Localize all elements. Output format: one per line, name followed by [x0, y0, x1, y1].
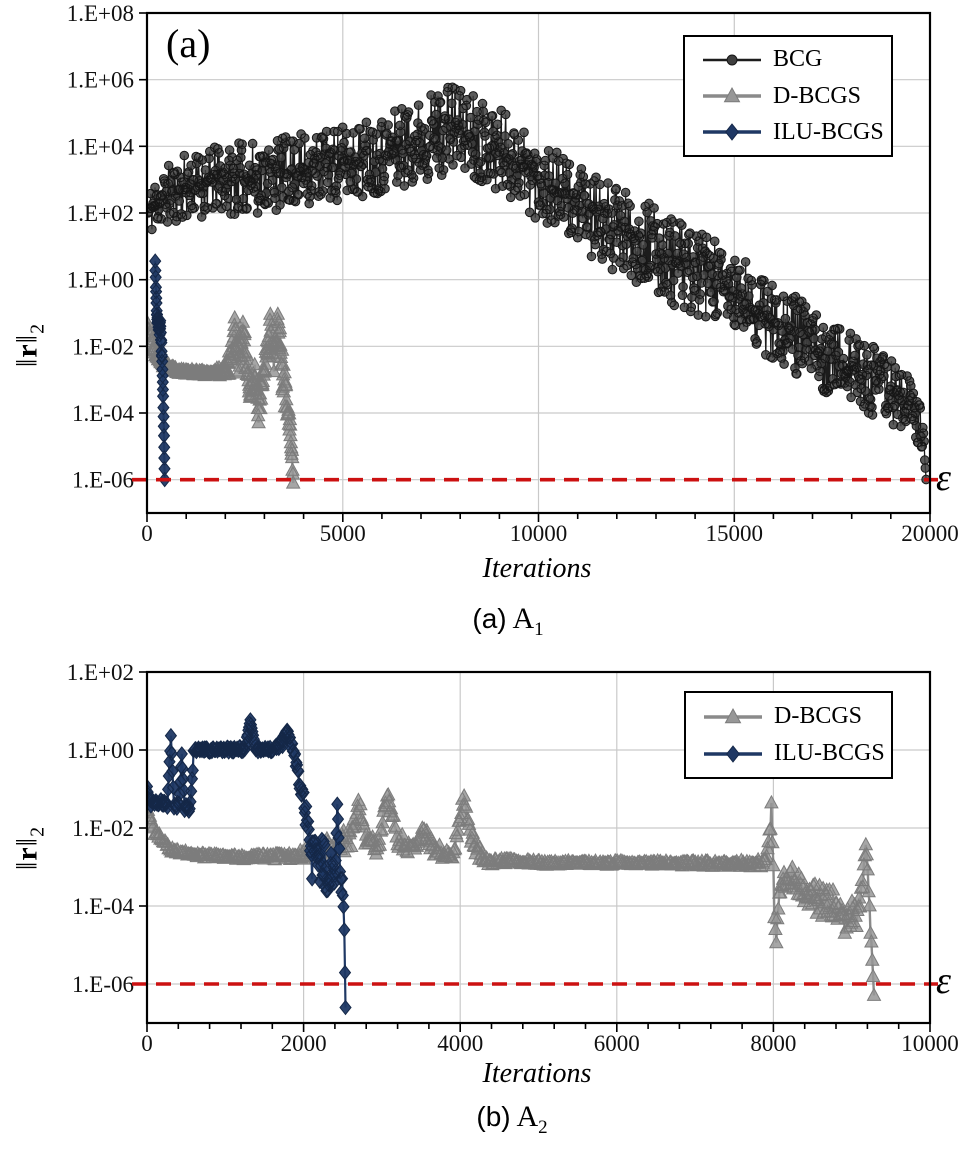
triangle-marker-swatch-icon [703, 86, 761, 103]
caption-b-tag: (b) [476, 1101, 511, 1132]
y-axis-label-b-r: r [10, 846, 44, 861]
series-bcg-markers [147, 82, 930, 485]
x-tick-label: 2000 [281, 1031, 327, 1056]
y-tick-label: 1.E+02 [67, 201, 134, 226]
x-tick-label: 8000 [750, 1031, 796, 1056]
y-axis-label-a-r: r [10, 343, 44, 358]
caption-b: (b) A2 [476, 1100, 547, 1139]
y-tick-label: 1.E+04 [67, 134, 135, 159]
legend-entry-d-bcgs: D-BCGS [703, 83, 891, 110]
y-axis-label-a: ‖r‖2 [11, 323, 50, 367]
plot-border [145, 11, 932, 515]
series-d-bcgs-line [147, 792, 876, 996]
y-tick-label: 1.E+06 [67, 68, 134, 93]
diamond-marker-swatch-icon [704, 744, 762, 763]
circle-marker-swatch-icon [703, 54, 761, 66]
caption-b-matrix: A [516, 1100, 539, 1133]
y-tick-label: 1.E-02 [72, 816, 134, 841]
y-axis-label-b: ‖r‖2 [11, 826, 50, 870]
x-tick-label: 15000 [706, 521, 764, 546]
caption-b-sub: 2 [538, 1117, 548, 1138]
x-tick-label: 0 [141, 1031, 153, 1056]
series-d-bcgs [147, 786, 882, 1001]
caption-a-tag: (a) [472, 603, 507, 634]
x-tick-label: 5000 [320, 521, 366, 546]
series-d-bcgs-markers [147, 786, 882, 1001]
legend-a: BCG D-BCGS ILU-BCGS [683, 35, 893, 157]
x-axis-label-a: Iterations [482, 553, 592, 584]
legend-label: ILU-BCGS [774, 740, 885, 766]
caption-a-matrix: A [512, 602, 535, 635]
series-d-bcgs [147, 306, 301, 489]
y-tick-label: 1.E+00 [67, 738, 134, 763]
legend-entry-ilu-bcgs: ILU-BCGS [704, 740, 891, 767]
x-tick-label: 0 [141, 521, 153, 546]
legend-label: D-BCGS [773, 82, 862, 109]
y-tick-label: 1.E-06 [72, 468, 134, 493]
y-tick-label: 1.E-04 [72, 401, 134, 426]
y-tick-label: 1.E+08 [67, 1, 134, 26]
y-axis-label-b-sub: 2 [26, 825, 49, 837]
x-axis-label-b: Iterations [482, 1058, 592, 1089]
y-axis-label-a-bar2: ‖ [10, 333, 44, 344]
x-tick-label: 6000 [594, 1031, 640, 1056]
x-tick-label: 20000 [901, 521, 959, 546]
y-axis-label-b-bar1: ‖ [10, 860, 44, 871]
series-ilu-bcgs-markers [147, 712, 352, 1016]
legend-b: D-BCGS ILU-BCGS [684, 691, 893, 779]
legend-entry-d-bcgs: D-BCGS [704, 703, 891, 730]
legend-entry-ilu-bcgs: ILU-BCGS [703, 119, 891, 146]
x-tick-label: 4000 [437, 1031, 483, 1056]
triangle-marker-swatch-icon [704, 707, 762, 723]
legend-label: BCG [773, 46, 823, 73]
series-ilu-bcgs-markers [149, 253, 171, 488]
y-axis-label-a-sub: 2 [26, 322, 49, 334]
y-axis-label-a-bar1: ‖ [10, 357, 44, 368]
y-tick-label: 1.E-04 [72, 894, 134, 919]
epsilon-label-b: ε [936, 960, 951, 1002]
x-tick-label: 10000 [901, 1031, 959, 1056]
y-axis-label-b-bar2: ‖ [10, 836, 44, 847]
series-ilu-bcgs [149, 253, 171, 488]
y-tick-label: 1.E-06 [72, 972, 134, 997]
x-tick-label: 10000 [510, 521, 568, 546]
caption-a: (a) A1 [472, 602, 543, 641]
series-bcg [147, 82, 930, 485]
y-tick-label: 1.E+02 [67, 660, 134, 685]
legend-entry-bcg: BCG [703, 46, 891, 73]
legend-label: D-BCGS [774, 703, 863, 729]
diamond-marker-swatch-icon [703, 123, 761, 142]
legend-label: ILU-BCGS [773, 118, 884, 145]
caption-a-sub: 1 [534, 619, 544, 640]
panel-label-a: (a) [166, 21, 211, 66]
y-tick-label: 1.E-02 [72, 334, 134, 359]
series-ilu-bcgs [147, 712, 352, 1016]
plot-border [145, 670, 932, 1025]
epsilon-label-a: ε [936, 457, 951, 499]
y-tick-label: 1.E+00 [67, 268, 134, 293]
